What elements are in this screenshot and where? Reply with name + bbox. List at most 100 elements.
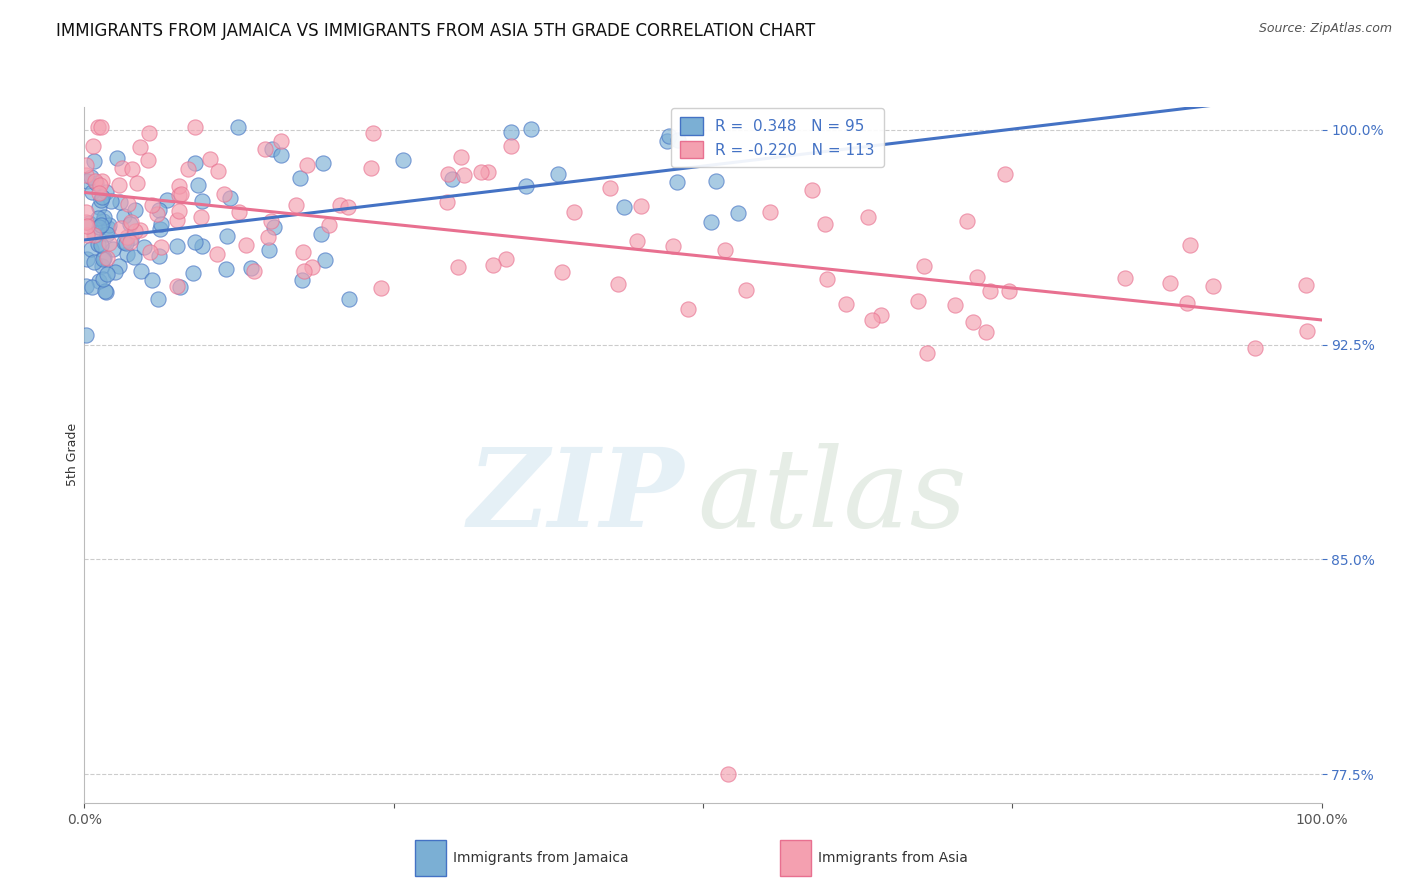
- Text: Immigrants from Jamaica: Immigrants from Jamaica: [453, 851, 628, 865]
- Point: [658, 129, 681, 144]
- Point: [79, 169, 101, 184]
- Point: [87, 186, 110, 201]
- Point: [141, 273, 163, 287]
- Point: [860, 313, 883, 327]
- Point: [943, 298, 966, 312]
- Point: [94, 285, 117, 299]
- Point: [915, 346, 938, 360]
- Point: [257, 243, 280, 257]
- Point: [82, 139, 104, 153]
- Point: [392, 153, 415, 167]
- Point: [551, 264, 574, 278]
- Point: [284, 198, 307, 212]
- Point: [243, 264, 266, 278]
- Point: [207, 164, 229, 178]
- Point: [166, 278, 188, 293]
- Text: Immigrants from Asia: Immigrants from Asia: [818, 851, 969, 865]
- Point: [974, 325, 997, 339]
- Point: [205, 247, 228, 261]
- Point: [120, 215, 142, 229]
- Point: [77, 216, 100, 230]
- Point: [118, 217, 141, 231]
- Point: [129, 223, 152, 237]
- Point: [149, 217, 172, 231]
- Point: [108, 195, 131, 210]
- Point: [735, 283, 758, 297]
- Point: [107, 259, 129, 273]
- Point: [337, 200, 360, 214]
- Point: [94, 284, 117, 298]
- Point: [112, 209, 135, 223]
- Point: [727, 206, 749, 220]
- Point: [270, 147, 292, 161]
- Point: [626, 235, 648, 249]
- Point: [94, 185, 117, 199]
- Point: [86, 120, 108, 134]
- Point: [657, 134, 679, 148]
- Point: [295, 158, 318, 172]
- Point: [190, 210, 212, 224]
- Point: [339, 292, 361, 306]
- Point: [115, 230, 138, 244]
- Point: [436, 194, 458, 209]
- Point: [329, 198, 352, 212]
- Point: [700, 215, 723, 229]
- Point: [219, 191, 242, 205]
- Point: [187, 178, 209, 192]
- Point: [90, 120, 112, 134]
- Point: [98, 236, 121, 251]
- Y-axis label: 5th Grade: 5th Grade: [66, 424, 79, 486]
- Point: [97, 220, 120, 235]
- Point: [291, 245, 314, 260]
- Point: [124, 202, 146, 217]
- Point: [998, 285, 1021, 299]
- Point: [91, 252, 114, 267]
- Point: [314, 252, 336, 267]
- Point: [309, 227, 332, 241]
- Legend: R =  0.348   N = 95, R = -0.220   N = 113: R = 0.348 N = 95, R = -0.220 N = 113: [671, 108, 884, 168]
- Point: [181, 266, 204, 280]
- Point: [129, 264, 152, 278]
- Point: [128, 140, 150, 154]
- Text: atlas: atlas: [697, 443, 966, 550]
- Point: [668, 133, 690, 147]
- Point: [124, 224, 146, 238]
- Point: [84, 173, 107, 187]
- Point: [139, 245, 162, 260]
- Point: [450, 150, 472, 164]
- Point: [360, 161, 382, 175]
- Point: [145, 207, 167, 221]
- Point: [104, 265, 127, 279]
- Point: [814, 217, 837, 231]
- Point: [714, 243, 737, 257]
- Point: [440, 172, 463, 186]
- Point: [100, 194, 122, 208]
- Point: [83, 255, 105, 269]
- Point: [184, 235, 207, 249]
- Point: [91, 259, 114, 273]
- Point: [858, 211, 880, 225]
- Point: [955, 214, 977, 228]
- Point: [122, 250, 145, 264]
- Point: [166, 213, 188, 227]
- Point: [111, 161, 134, 176]
- Point: [93, 251, 115, 265]
- Point: [93, 272, 115, 286]
- Point: [562, 204, 585, 219]
- Point: [482, 258, 505, 272]
- Point: [97, 218, 120, 232]
- Point: [1114, 271, 1136, 285]
- Point: [291, 273, 314, 287]
- Point: [226, 120, 249, 134]
- Point: [759, 205, 782, 219]
- Point: [75, 205, 97, 219]
- Point: [101, 242, 124, 256]
- Point: [292, 263, 315, 277]
- Point: [370, 280, 392, 294]
- Point: [260, 142, 283, 156]
- Point: [815, 272, 838, 286]
- Point: [148, 202, 170, 217]
- Point: [1159, 276, 1181, 290]
- Point: [263, 220, 285, 235]
- Point: [90, 193, 112, 207]
